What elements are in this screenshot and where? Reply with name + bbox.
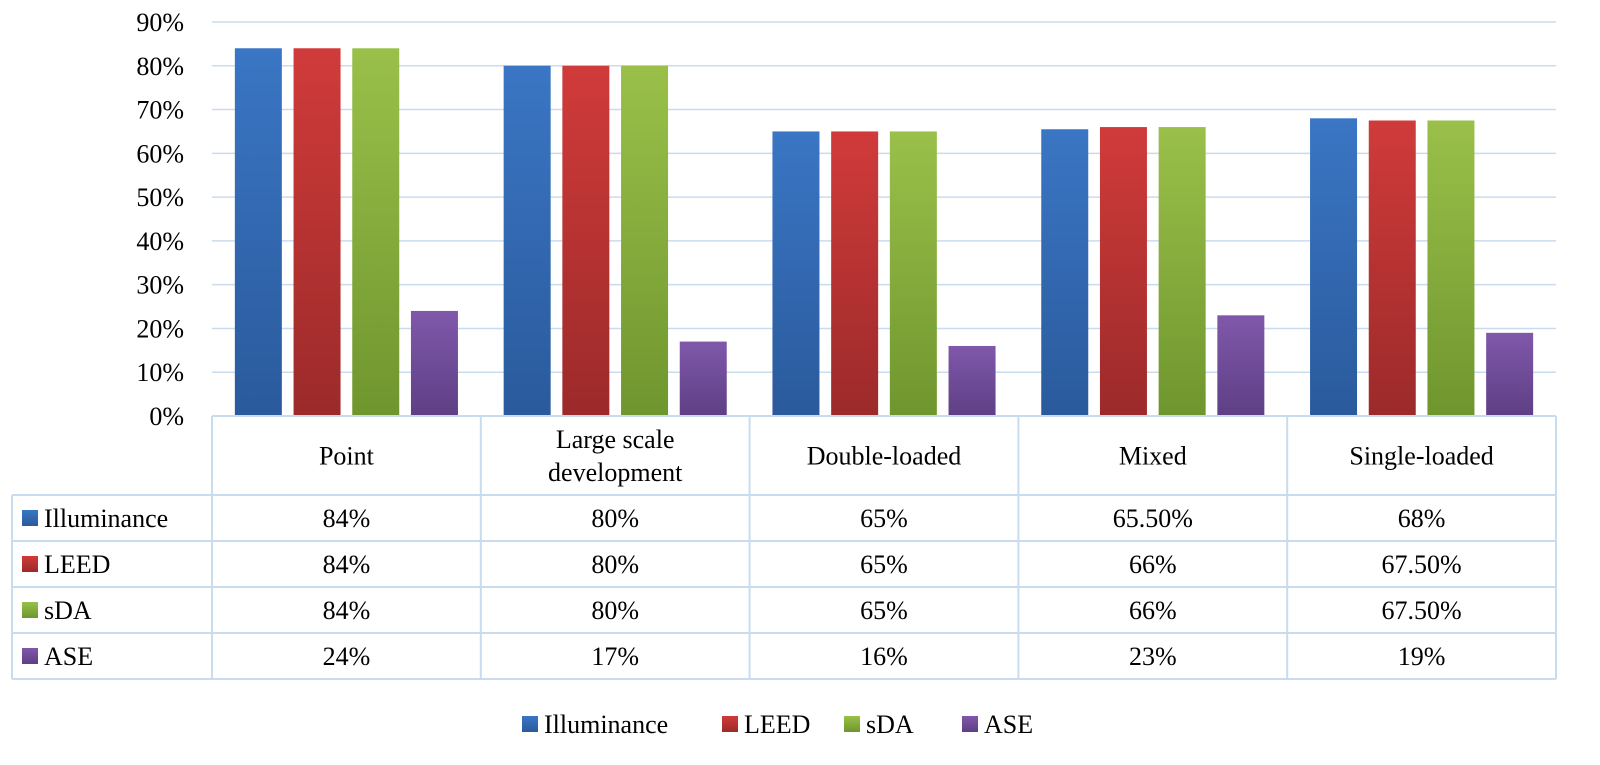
table-cell-value: 65% <box>860 504 908 533</box>
table-series-name: LEED <box>44 550 110 579</box>
legend-key <box>522 716 538 732</box>
bar <box>948 345 996 416</box>
category-label: Point <box>319 442 375 471</box>
table-cell-value: 80% <box>591 504 639 533</box>
bar <box>621 65 669 417</box>
bar <box>1041 129 1089 416</box>
bar <box>352 48 400 417</box>
legend-key <box>844 716 860 732</box>
table-cell-value: 68% <box>1398 504 1446 533</box>
legend-key <box>962 716 978 732</box>
bar <box>831 131 879 416</box>
y-tick-label: 80% <box>136 52 184 81</box>
y-tick-label: 90% <box>136 8 184 37</box>
y-tick-label: 60% <box>136 139 184 168</box>
table-cell-value: 84% <box>323 504 371 533</box>
bar <box>503 65 551 417</box>
legend-label: ASE <box>984 710 1033 739</box>
table-cell-value: 67.50% <box>1382 596 1462 625</box>
category-label: Single-loaded <box>1349 442 1493 471</box>
bar <box>772 131 820 416</box>
bars <box>234 48 1534 417</box>
table-legend-key <box>22 648 38 664</box>
table-cell-value: 65.50% <box>1113 504 1193 533</box>
table-cell-value: 80% <box>591 596 639 625</box>
category-label: Double-loaded <box>807 442 962 471</box>
bar <box>1158 127 1206 417</box>
y-tick-label: 0% <box>149 402 184 431</box>
bar <box>1310 118 1358 417</box>
bar <box>1217 315 1265 416</box>
y-tick-label: 20% <box>136 314 184 343</box>
bar <box>679 341 727 416</box>
bar <box>889 131 937 416</box>
table-cell-value: 16% <box>860 642 908 671</box>
legend: Illuminance LEED sDA ASE <box>522 710 1033 739</box>
legend-label: sDA <box>866 710 914 739</box>
bar <box>293 48 341 417</box>
legend-label: LEED <box>744 710 810 739</box>
y-tick-label: 70% <box>136 96 184 125</box>
table-cell-value: 66% <box>1129 550 1177 579</box>
bar <box>410 310 458 416</box>
table-cell-value: 80% <box>591 550 639 579</box>
y-tick-label: 10% <box>136 358 184 387</box>
bar <box>1486 332 1534 416</box>
table-legend-key <box>22 602 38 618</box>
table-series-name: Illuminance <box>44 504 168 533</box>
table-series-name: sDA <box>44 596 92 625</box>
table-cell-value: 66% <box>1129 596 1177 625</box>
category-label: development <box>548 458 683 487</box>
table-series-name: ASE <box>44 642 93 671</box>
table-cell-value: 17% <box>591 642 639 671</box>
table-cell-value: 65% <box>860 596 908 625</box>
bar <box>1427 120 1475 416</box>
table-cell-value: 24% <box>323 642 371 671</box>
table-cell-value: 19% <box>1398 642 1446 671</box>
y-tick-label: 30% <box>136 271 184 300</box>
y-tick-label: 50% <box>136 183 184 212</box>
y-tick-label: 40% <box>136 227 184 256</box>
table-cell-value: 84% <box>323 550 371 579</box>
table-cell-value: 23% <box>1129 642 1177 671</box>
bar <box>1099 127 1147 417</box>
table-cell-value: 84% <box>323 596 371 625</box>
category-label: Mixed <box>1119 442 1187 471</box>
table-cell-value: 65% <box>860 550 908 579</box>
table-legend-key <box>22 510 38 526</box>
table-legend-key <box>22 556 38 572</box>
legend-label: Illuminance <box>544 710 668 739</box>
bar <box>562 65 610 417</box>
table-cell-value: 67.50% <box>1382 550 1462 579</box>
bar <box>234 48 282 417</box>
legend-key <box>722 716 738 732</box>
y-axis: 0% 10% 20% 30% 40% 50% 60% 70% 80% 90% <box>136 8 184 431</box>
category-label: Large scale <box>556 425 675 454</box>
data-table: Point Large scale development Double-loaded… <box>11 415 1557 680</box>
bar <box>1368 120 1416 416</box>
